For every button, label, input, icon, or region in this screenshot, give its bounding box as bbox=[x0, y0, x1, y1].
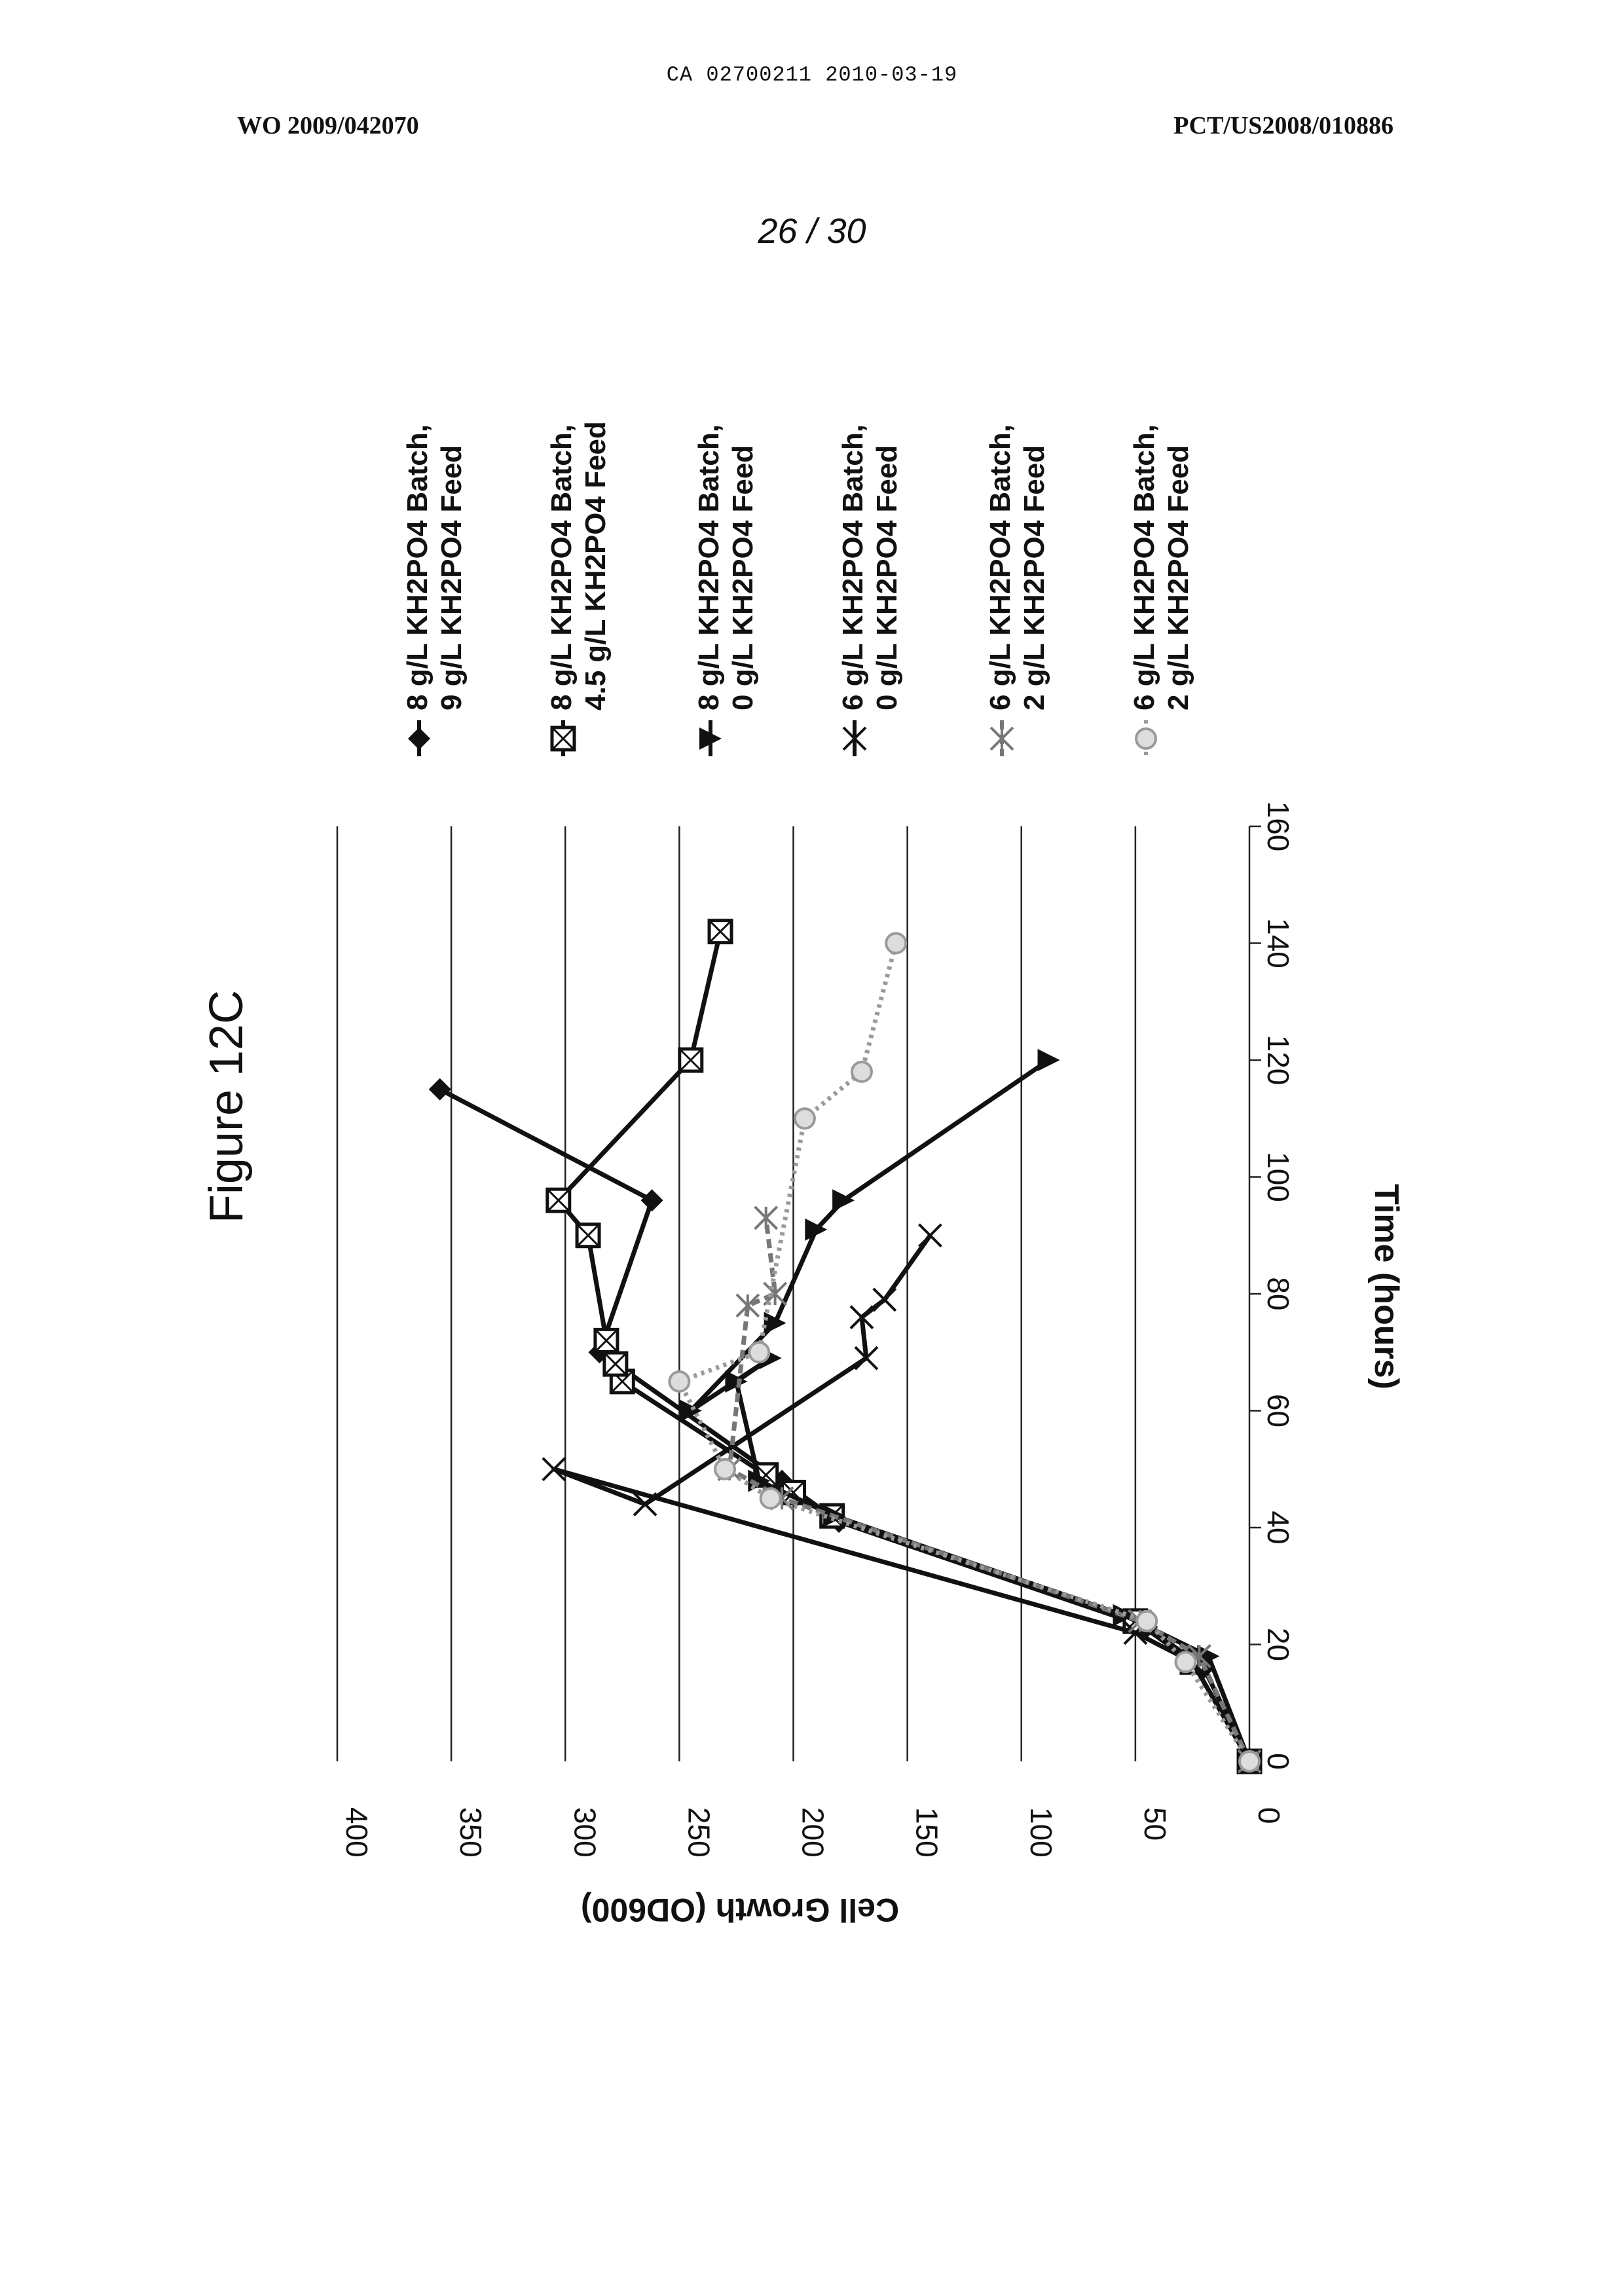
square-marker bbox=[595, 1329, 618, 1351]
triangle-marker bbox=[1038, 1049, 1060, 1071]
x-tick-label: 60 bbox=[1261, 1394, 1295, 1427]
y-tick-label: 100 bbox=[1024, 1807, 1058, 1858]
series-line bbox=[691, 1060, 1249, 1761]
legend-label-line: 6 g/L KH2PO4 Batch, bbox=[837, 424, 869, 710]
circle-marker bbox=[669, 1372, 689, 1391]
star-marker bbox=[755, 1207, 777, 1229]
circle-marker bbox=[761, 1488, 781, 1508]
legend-entry-6: 6 g/L KH2PO4 Batch,2 g/L KH2PO4 Feed bbox=[1128, 424, 1194, 756]
y-tick-label: 350 bbox=[454, 1807, 488, 1858]
diamond-marker bbox=[641, 1189, 663, 1211]
x-tick-label: 40 bbox=[1261, 1511, 1295, 1544]
star-marker bbox=[991, 727, 1013, 750]
legend-label-line: 6 g/L KH2PO4 Batch, bbox=[984, 424, 1016, 710]
x-tick-label: 160 bbox=[1261, 801, 1295, 852]
y-tick-label: 50 bbox=[1138, 1807, 1172, 1841]
square-marker bbox=[547, 1189, 570, 1211]
y-tick-label: 0 bbox=[1252, 1807, 1286, 1824]
legend-entry-3: 8 g/L KH2PO4 Batch,0 g/L KH2PO4 Feed bbox=[693, 424, 759, 756]
square-marker bbox=[604, 1353, 627, 1375]
series-3 bbox=[680, 1049, 1261, 1772]
x-tick-label: 140 bbox=[1261, 918, 1295, 968]
x-tick-label: 20 bbox=[1261, 1628, 1295, 1661]
gridlines bbox=[337, 826, 1135, 1761]
series-4 bbox=[543, 1224, 1261, 1772]
star-marker bbox=[737, 1294, 759, 1317]
series-line bbox=[554, 1236, 1249, 1761]
legend-label-line: 9 g/L KH2PO4 Feed bbox=[435, 445, 468, 710]
circle-marker bbox=[886, 934, 906, 953]
diamond-marker bbox=[408, 727, 430, 750]
x-tick-label: 0 bbox=[1261, 1753, 1295, 1770]
square-marker bbox=[680, 1049, 702, 1071]
legend-label-line: 0 g/L KH2PO4 Feed bbox=[871, 445, 903, 710]
chart-labels: Time (hours) Cell Growth (OD600) Figure 12… bbox=[200, 990, 1405, 1928]
y-axis-title: Cell Growth (OD600) bbox=[581, 1892, 899, 1928]
axes: 0 50 100 150 200 250 300 350 400 0 20 40 60 80 100 120 1… bbox=[340, 801, 1295, 1858]
square-marker bbox=[709, 921, 731, 943]
x-tick-label: 120 bbox=[1261, 1035, 1295, 1086]
legend-entry-4: 6 g/L KH2PO4 Batch,0 g/L KH2PO4 Feed bbox=[837, 424, 903, 756]
square-marker bbox=[577, 1224, 599, 1247]
series-line bbox=[729, 1218, 1249, 1761]
legend-label-line: 8 g/L KH2PO4 Batch, bbox=[693, 424, 725, 710]
x-tick-label: 80 bbox=[1261, 1277, 1295, 1310]
triangle-marker bbox=[764, 1312, 786, 1334]
legend-label-line: 6 g/L KH2PO4 Batch, bbox=[1128, 424, 1160, 710]
legend-label-line: 0 g/L KH2PO4 Feed bbox=[727, 445, 759, 710]
legend-label-line: 2 g/L KH2PO4 Feed bbox=[1162, 445, 1194, 710]
diamond-marker bbox=[429, 1078, 451, 1101]
legend-label-line: 4.5 g/L KH2PO4 Feed bbox=[580, 421, 612, 710]
circle-marker bbox=[795, 1109, 815, 1128]
y-tick-label: 250 bbox=[682, 1807, 716, 1858]
x-marker bbox=[874, 1289, 896, 1311]
circle-marker bbox=[1137, 1611, 1156, 1631]
legend-label-line: 8 g/L KH2PO4 Batch, bbox=[545, 424, 578, 710]
legend-entry-1: 8 g/L KH2PO4 Batch,9 g/L KH2PO4 Feed bbox=[401, 424, 468, 756]
chart-title: Figure 12C bbox=[200, 990, 253, 1223]
circle-marker bbox=[1240, 1752, 1259, 1771]
square-marker bbox=[552, 727, 574, 750]
circle-marker bbox=[1136, 729, 1156, 748]
circle-marker bbox=[749, 1342, 769, 1362]
legend-entry-5: 6 g/L KH2PO4 Batch,2 g/L KH2PO4 Feed bbox=[984, 424, 1050, 756]
legend-entry-2: 8 g/L KH2PO4 Batch,4.5 g/L KH2PO4 Feed bbox=[545, 421, 612, 756]
y-tick-label: 200 bbox=[796, 1807, 830, 1858]
y-tick-label: 400 bbox=[340, 1807, 374, 1858]
y-tick-label: 300 bbox=[568, 1807, 602, 1858]
x-axis-title: Time (hours) bbox=[1367, 1184, 1405, 1389]
legend-label-line: 2 g/L KH2PO4 Feed bbox=[1018, 445, 1050, 710]
y-tick-label: 150 bbox=[910, 1807, 944, 1858]
legend: 8 g/L KH2PO4 Batch,9 g/L KH2PO4 Feed8 g/… bbox=[401, 421, 1194, 756]
x-marker bbox=[919, 1224, 941, 1247]
circle-marker bbox=[715, 1460, 735, 1479]
legend-label-line: 8 g/L KH2PO4 Batch, bbox=[401, 424, 434, 710]
x-tick-label: 100 bbox=[1261, 1152, 1295, 1202]
circle-marker bbox=[852, 1062, 872, 1082]
circle-marker bbox=[1175, 1652, 1195, 1672]
